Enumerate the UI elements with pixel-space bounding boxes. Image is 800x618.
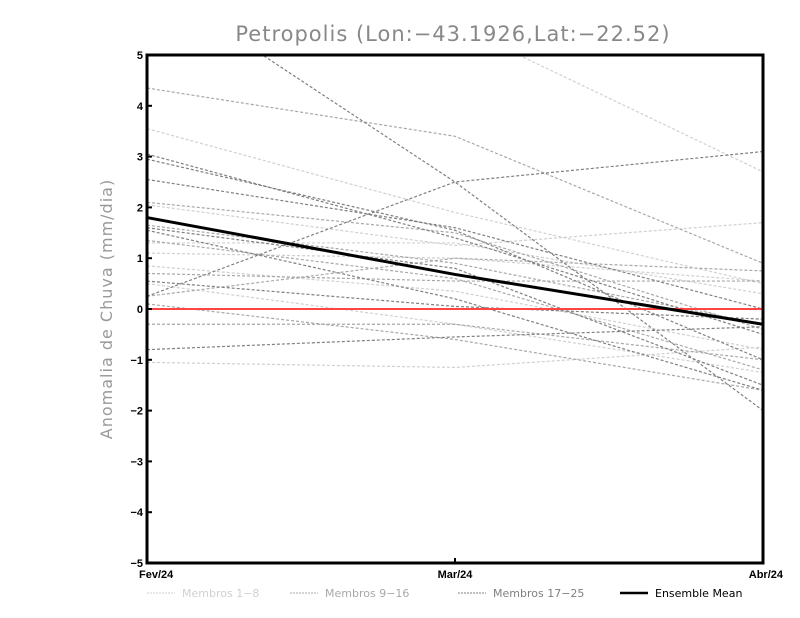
y-tick-label: 4 bbox=[137, 101, 144, 113]
x-tick-label: Abr/24 bbox=[749, 569, 784, 581]
member-line-g3-3 bbox=[147, 178, 763, 310]
y-tick-label: 2 bbox=[137, 202, 143, 214]
chart-title: Petropolis (Lon:−43.1926,Lat:−22.52) bbox=[235, 22, 670, 46]
member-line-g2-1 bbox=[147, 87, 763, 264]
member-line-g3-1 bbox=[147, 153, 763, 335]
y-tick-label: −1 bbox=[130, 355, 143, 367]
y-tick-label: −4 bbox=[130, 507, 143, 519]
y-tick-label: 0 bbox=[137, 304, 143, 316]
member-line-g3-5 bbox=[147, 229, 763, 391]
x-tick-label: Fev/24 bbox=[139, 569, 174, 581]
y-tick-label: 5 bbox=[137, 50, 143, 62]
member-line-g1-5 bbox=[147, 242, 763, 295]
member-line-g1-2 bbox=[147, 204, 763, 247]
legend-label: Membros 9−16 bbox=[325, 587, 409, 600]
y-tick-label: 1 bbox=[137, 253, 143, 265]
y-tick-label: −2 bbox=[130, 406, 143, 418]
member-line-g1-1 bbox=[147, 128, 763, 285]
member-line-g2-3 bbox=[147, 224, 763, 325]
member-line-g3-4 bbox=[147, 227, 763, 386]
y-tick-label: 3 bbox=[137, 152, 143, 164]
member-line-g1-6 bbox=[147, 346, 763, 369]
y-axis-label: Anomalia de Chuva (mm/dia) bbox=[97, 179, 116, 439]
legend-label: Membros 1−8 bbox=[182, 587, 259, 600]
member-line-g1-7 bbox=[517, 55, 763, 173]
member-line-g2-8 bbox=[147, 303, 763, 391]
legend: Membros 1−8 Membros 9−16 Membros 17−25 Ense… bbox=[147, 587, 742, 600]
member-line-g1-3 bbox=[147, 252, 763, 282]
x-tick-label: Mar/24 bbox=[438, 569, 474, 581]
member-line-g3-8 bbox=[147, 326, 763, 351]
legend-label: Membros 17−25 bbox=[493, 587, 584, 600]
member-line-g2-6 bbox=[147, 239, 763, 371]
member-line-g2-5 bbox=[147, 323, 763, 361]
ensemble-mean-line bbox=[146, 216, 764, 326]
member-lines bbox=[147, 55, 763, 412]
member-line-g2-4 bbox=[147, 257, 763, 297]
y-tick-label: −3 bbox=[130, 456, 143, 468]
legend-label: Ensemble Mean bbox=[655, 587, 742, 600]
y-tick-label: −5 bbox=[130, 558, 143, 570]
member-line-g1-8 bbox=[147, 283, 763, 374]
member-line-g2-7 bbox=[147, 272, 763, 282]
member-line-g3-2 bbox=[147, 158, 763, 361]
